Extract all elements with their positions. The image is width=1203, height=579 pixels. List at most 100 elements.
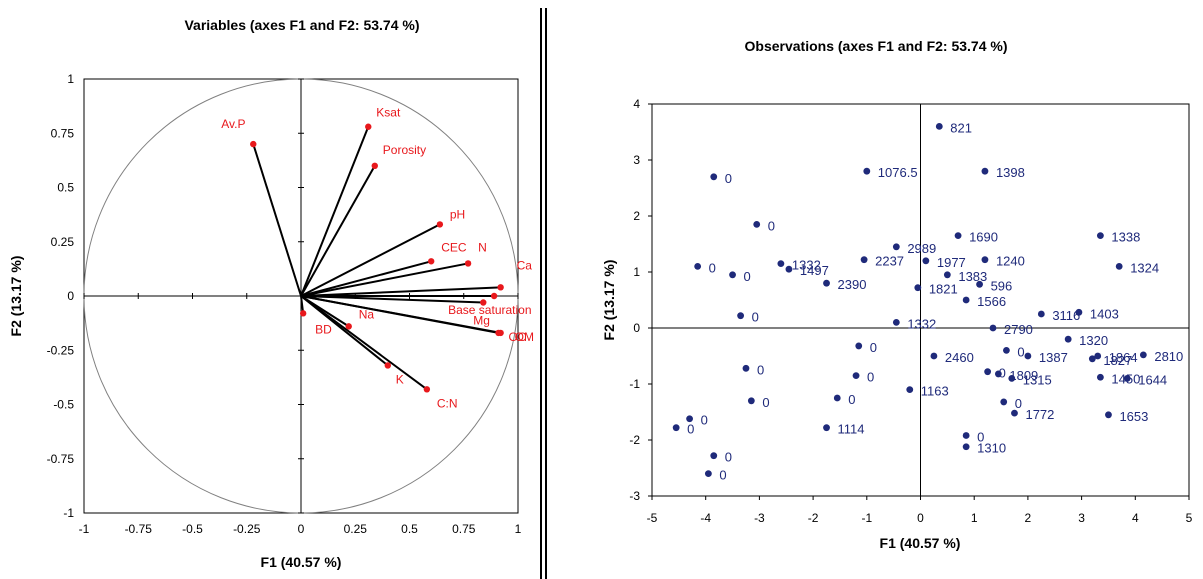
observation-point xyxy=(833,394,841,402)
observation-label: 0 xyxy=(725,171,732,186)
observation-point xyxy=(863,167,871,175)
observations-y-tick-label: 1 xyxy=(633,265,640,279)
observations-y-axis-title: F2 (13.17 %) xyxy=(601,260,617,341)
vector-porosity xyxy=(300,165,376,297)
observation-point xyxy=(1024,352,1032,360)
observation-point xyxy=(989,324,997,332)
observation-label: 1310 xyxy=(977,441,1006,456)
vector-cec xyxy=(300,260,432,297)
variables-labels: Av.P Ksat Porosity pH CEC N Ca Base saturationM… xyxy=(221,106,534,411)
observation-point xyxy=(1096,373,1104,381)
observation-point xyxy=(1123,375,1131,382)
variable-point xyxy=(299,310,307,317)
observation-point xyxy=(1115,263,1123,270)
observation-point xyxy=(962,443,970,451)
variables-x-tick-label: -1 xyxy=(79,522,90,536)
observation-point xyxy=(823,424,830,432)
observation-label: 0 xyxy=(867,370,874,385)
observation-point xyxy=(737,312,745,320)
observation-label: 1690 xyxy=(969,230,998,245)
observation-label: 0 xyxy=(701,413,708,428)
variables-x-tick-label: -0.25 xyxy=(233,522,261,536)
variable-point xyxy=(464,260,472,267)
variable-label: Na xyxy=(359,307,375,321)
observation-label: 0 xyxy=(725,450,732,465)
observation-point xyxy=(823,279,830,287)
observation-label: 821 xyxy=(950,120,972,135)
observation-label: 1821 xyxy=(929,282,958,297)
observation-label: 596 xyxy=(991,278,1013,293)
observation-point xyxy=(1094,352,1102,360)
observations-x-tick-label: -4 xyxy=(700,511,711,525)
observations-points xyxy=(672,123,1147,477)
variables-chart-title: Variables (axes F1 and F2: 53.74 %) xyxy=(184,17,419,33)
vector-om xyxy=(300,295,501,334)
variable-point xyxy=(428,258,435,265)
observation-point xyxy=(852,372,860,379)
observation-point xyxy=(694,263,702,270)
observations-x-axis-title: F1 (40.57 %) xyxy=(880,535,961,551)
variable-point xyxy=(250,140,257,148)
variables-x-tick-label: -0.75 xyxy=(125,522,153,536)
observation-point xyxy=(672,424,680,432)
variables-x-tick-label: 0.5 xyxy=(401,522,418,536)
variable-label: C:N xyxy=(437,396,458,410)
variables-x-tick-label: 0 xyxy=(298,522,305,536)
variables-axis-ticks: -1 -0.75 -0.5 -0.25 0 0.25 0.5 0.75 1 1 0.75 0.5 0.2… xyxy=(47,72,522,536)
observation-label: 1320 xyxy=(1079,333,1108,348)
observations-x-tick-label: 3 xyxy=(1078,511,1085,525)
observation-label: 1315 xyxy=(1023,372,1052,387)
observation-point xyxy=(1105,411,1112,419)
observation-label: 1383 xyxy=(958,269,987,284)
observation-label: 1338 xyxy=(1111,230,1140,245)
observation-point xyxy=(686,415,693,423)
observation-point xyxy=(976,280,983,288)
variables-y-tick-label: -0.75 xyxy=(47,452,75,466)
observation-label: 1864 xyxy=(1109,350,1138,365)
observations-x-tick-label: -5 xyxy=(647,511,658,525)
vector-c-n xyxy=(300,295,428,391)
vector-ksat xyxy=(300,126,370,297)
observation-point xyxy=(962,296,970,304)
observation-label: 1332 xyxy=(907,316,936,331)
variable-label: OC xyxy=(508,330,526,344)
observations-x-tick-label: 2 xyxy=(1025,511,1032,525)
observation-label: 0 xyxy=(719,468,726,483)
observations-x-tick-label: 4 xyxy=(1132,511,1139,525)
observation-point xyxy=(906,386,914,393)
observations-x-tick-label: 0 xyxy=(917,511,924,525)
observations-y-tick-label: -3 xyxy=(629,489,640,503)
observations-x-tick-label: -2 xyxy=(808,511,819,525)
observation-point xyxy=(729,271,736,279)
variable-point xyxy=(497,329,504,337)
observation-point xyxy=(860,256,868,264)
observation-point xyxy=(981,256,989,264)
variable-point xyxy=(423,386,431,393)
observation-label: 0 xyxy=(744,269,751,284)
variables-y-tick-label: 0.75 xyxy=(51,126,75,140)
observation-point xyxy=(747,397,755,405)
observation-label: 1827 xyxy=(1103,353,1132,368)
observations-y-tick-label: 0 xyxy=(633,321,640,335)
observation-point xyxy=(892,243,900,251)
observation-point xyxy=(892,319,900,326)
observation-label: 2390 xyxy=(838,277,867,292)
observation-label: 0 xyxy=(848,392,855,407)
observation-label: 1114 xyxy=(838,422,865,437)
observation-point xyxy=(1037,310,1045,318)
variables-y-tick-label: 1 xyxy=(67,72,74,86)
observation-label: 0 xyxy=(757,362,764,377)
variable-label: N xyxy=(478,240,487,254)
observation-point xyxy=(1000,398,1008,406)
observation-point xyxy=(930,352,938,360)
observation-label: 0 xyxy=(752,310,759,325)
observation-label: 0 xyxy=(1015,396,1022,411)
variables-y-tick-label: 0.5 xyxy=(57,181,74,195)
observations-x-tick-label: 5 xyxy=(1186,511,1193,525)
observation-label: 0 xyxy=(762,395,769,410)
variables-y-tick-label: -1 xyxy=(63,506,74,520)
observation-label: 2989 xyxy=(907,241,936,256)
observation-point xyxy=(962,432,970,439)
variable-label: Porosity xyxy=(383,143,426,157)
vector-ph xyxy=(300,223,441,297)
